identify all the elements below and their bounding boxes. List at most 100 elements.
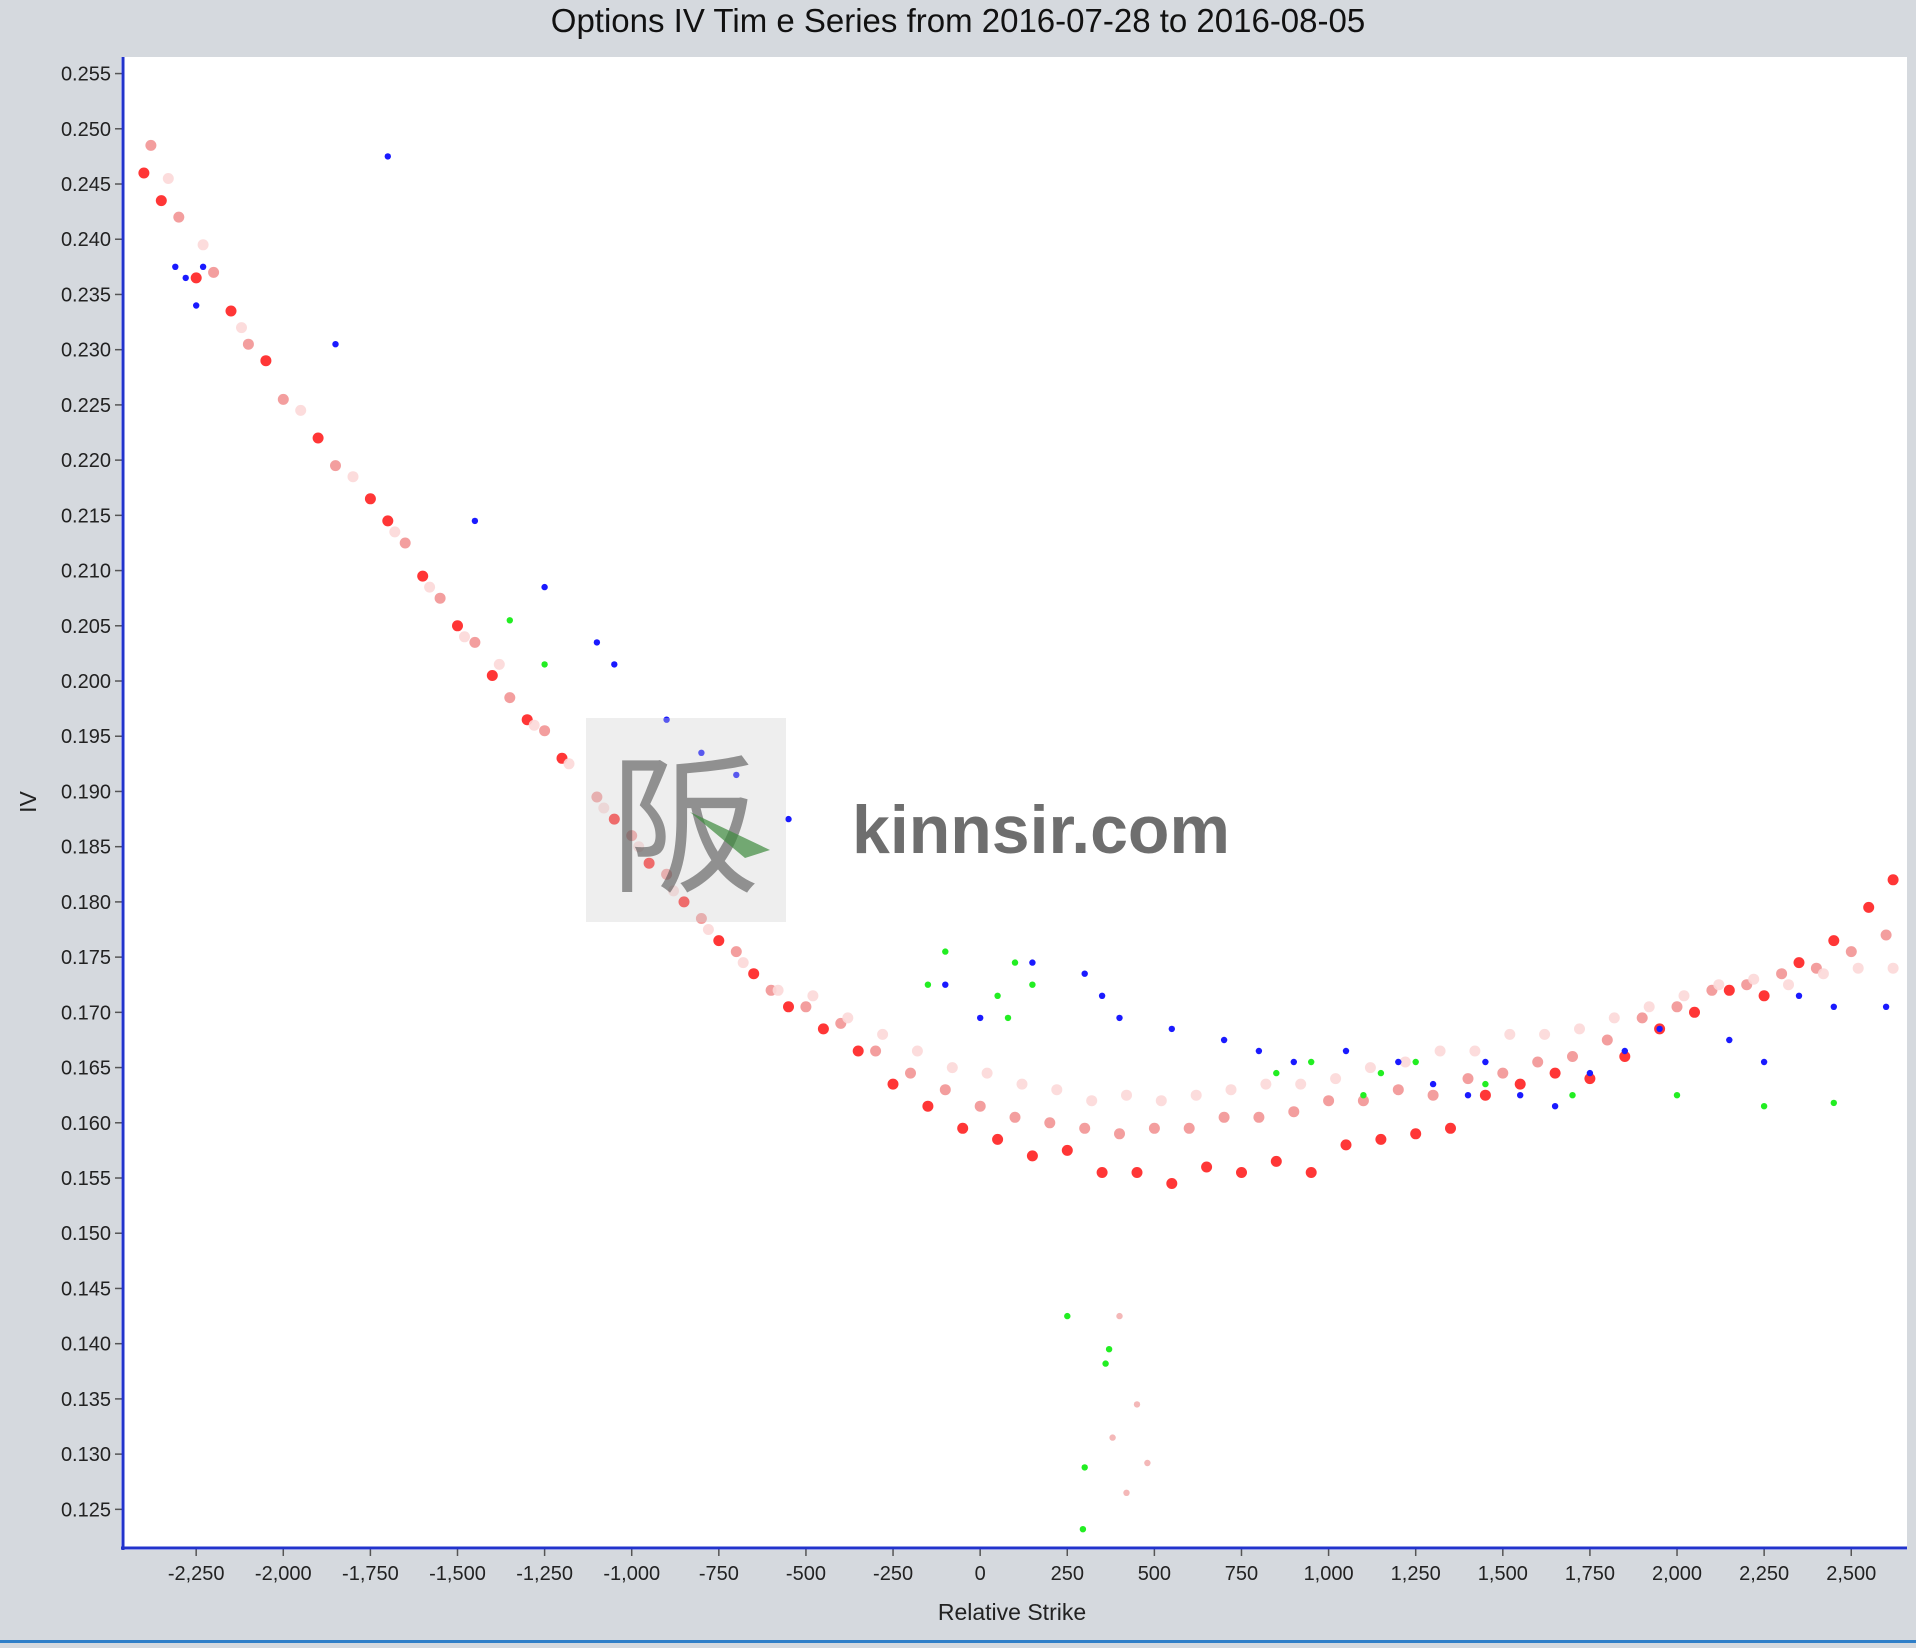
scatter-point xyxy=(800,1001,812,1013)
scatter-point xyxy=(713,935,725,947)
scatter-point xyxy=(539,725,551,737)
scatter-point xyxy=(1689,1006,1700,1018)
scatter-point xyxy=(1342,1047,1350,1055)
scatter-point xyxy=(1098,992,1106,999)
x-tick-label: -2,000 xyxy=(255,1563,312,1585)
scatter-point xyxy=(424,581,436,593)
scatter-point xyxy=(946,1062,958,1074)
scatter-point xyxy=(992,1133,1004,1145)
scatter-point xyxy=(1011,959,1019,966)
scatter-point xyxy=(593,639,601,646)
scatter-point xyxy=(1009,1111,1021,1123)
y-tick-label: 0.145 xyxy=(61,1278,111,1300)
scatter-point xyxy=(384,153,391,160)
scatter-point xyxy=(1051,1084,1063,1096)
watermark-logo-leaf xyxy=(690,812,770,858)
chart-title: Options IV Tim e Series from 2016-07-28 … xyxy=(551,2,1365,39)
scatter-point xyxy=(611,661,618,668)
scatter-point xyxy=(1795,992,1803,999)
scatter-point xyxy=(1081,970,1088,977)
x-tick-label: -2,250 xyxy=(168,1563,225,1585)
x-tick-label: -500 xyxy=(786,1563,826,1585)
scatter-point xyxy=(1760,1103,1768,1110)
scatter-point xyxy=(1504,1028,1516,1040)
scatter-point xyxy=(1253,1111,1265,1123)
scatter-point xyxy=(598,802,610,814)
scatter-point xyxy=(1673,1092,1681,1099)
scatter-point xyxy=(942,948,949,955)
scatter-point xyxy=(957,1122,969,1134)
scatter-point xyxy=(1102,1360,1109,1367)
scatter-point xyxy=(981,1067,993,1079)
scatter-point xyxy=(1220,1036,1228,1044)
scatter-point xyxy=(1887,874,1899,886)
scatter-point xyxy=(1273,1069,1280,1077)
scatter-point xyxy=(528,719,540,731)
scatter-point xyxy=(1360,1092,1367,1099)
scatter-point xyxy=(1079,1122,1091,1134)
scatter-point xyxy=(678,896,690,908)
y-axis-label: IV xyxy=(15,790,41,812)
scatter-point xyxy=(190,272,202,284)
scatter-point xyxy=(504,692,516,704)
scatter-point xyxy=(1569,1092,1576,1099)
scatter-point xyxy=(541,583,548,591)
scatter-point xyxy=(924,981,932,988)
scatter-point xyxy=(695,913,707,924)
scatter-point xyxy=(1236,1167,1247,1178)
scatter-point xyxy=(942,981,949,988)
scatter-point xyxy=(608,813,620,825)
watermark-logo-glyph: 阪 xyxy=(610,744,760,912)
scatter-point xyxy=(1621,1047,1629,1055)
scatter-point xyxy=(591,791,603,803)
scatter-point xyxy=(1748,973,1760,985)
scatter-point xyxy=(1619,1051,1631,1062)
scatter-point xyxy=(922,1100,934,1112)
scatter-layer xyxy=(138,139,1899,1533)
scatter-point xyxy=(668,885,679,897)
scatter-point xyxy=(225,305,237,317)
x-tick-label: 500 xyxy=(1138,1563,1171,1585)
y-tick-label: 0.225 xyxy=(61,395,111,417)
scatter-point xyxy=(1636,1012,1648,1024)
watermark-text: kinnsir.com xyxy=(852,792,1230,868)
scatter-point xyxy=(1131,1167,1143,1178)
scatter-point xyxy=(939,1084,951,1096)
scatter-point xyxy=(1828,935,1840,947)
scatter-point xyxy=(1551,1103,1559,1110)
scatter-point xyxy=(1776,968,1788,980)
scatter-point xyxy=(1760,1058,1768,1066)
scatter-point xyxy=(1399,1056,1411,1068)
x-tick-label: -1,250 xyxy=(516,1563,573,1585)
scatter-point xyxy=(1845,946,1857,958)
x-tick-label: 1,500 xyxy=(1478,1563,1528,1585)
scatter-point xyxy=(1793,957,1805,969)
scatter-series xyxy=(1109,1312,1151,1497)
scatter-point xyxy=(1574,1023,1585,1035)
scatter-point xyxy=(1105,1346,1113,1353)
scatter-point xyxy=(733,771,740,779)
scatter-point xyxy=(382,515,394,527)
scatter-point xyxy=(1434,1045,1446,1057)
scatter-point xyxy=(399,537,411,549)
scatter-point xyxy=(1726,1036,1733,1044)
scatter-point xyxy=(1758,990,1770,1002)
scatter-point xyxy=(1218,1111,1230,1123)
scatter-point xyxy=(783,1001,794,1013)
scatter-point xyxy=(1482,1058,1489,1066)
x-tick-label: 2,500 xyxy=(1826,1563,1876,1585)
scatter-point xyxy=(506,617,513,624)
scatter-point xyxy=(748,968,760,980)
scatter-point xyxy=(1155,1095,1167,1107)
scatter-point xyxy=(1295,1078,1307,1090)
scatter-point xyxy=(199,263,207,270)
scatter-point xyxy=(1330,1073,1342,1085)
scatter-point xyxy=(730,946,742,958)
scatter-point xyxy=(877,1028,889,1040)
scatter-point xyxy=(182,274,189,282)
scatter-point xyxy=(785,815,792,823)
scatter-point xyxy=(1817,968,1829,980)
scatter-point xyxy=(193,302,200,309)
scatter-point xyxy=(1830,1003,1838,1010)
y-tick-label: 0.155 xyxy=(61,1168,111,1190)
